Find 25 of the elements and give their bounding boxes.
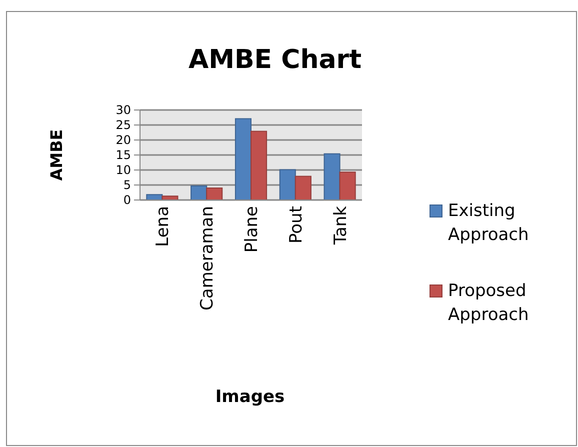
x-axis-title: Images	[215, 387, 285, 407]
y-tick-label: 10	[116, 162, 131, 177]
x-tick-label: Cameraman	[198, 206, 218, 310]
bar	[339, 172, 356, 200]
legend-label: Proposed Approach	[448, 281, 529, 325]
bar	[324, 153, 340, 200]
x-tick-label: Plane	[242, 206, 262, 253]
x-tick-label: Tank	[330, 206, 351, 246]
bar	[206, 188, 223, 200]
bar	[190, 185, 208, 200]
bar	[294, 176, 312, 200]
y-tick-label: 15	[116, 148, 131, 162]
bar	[250, 130, 268, 200]
y-axis-title: AMBE	[47, 129, 66, 181]
bar	[279, 169, 296, 200]
chart-title: AMBE Chart	[188, 45, 362, 75]
y-tick-label: 30	[116, 102, 131, 117]
x-tick-label: Lena	[153, 206, 174, 247]
legend-label: Existing Approach	[448, 201, 529, 245]
y-tick-label: 25	[116, 118, 131, 132]
y-tick-label: 5	[123, 178, 131, 192]
bar	[234, 118, 252, 200]
x-tick-label: Pout	[286, 206, 306, 244]
y-tick-label: 20	[116, 132, 131, 147]
y-tick-label: 0	[123, 192, 131, 207]
